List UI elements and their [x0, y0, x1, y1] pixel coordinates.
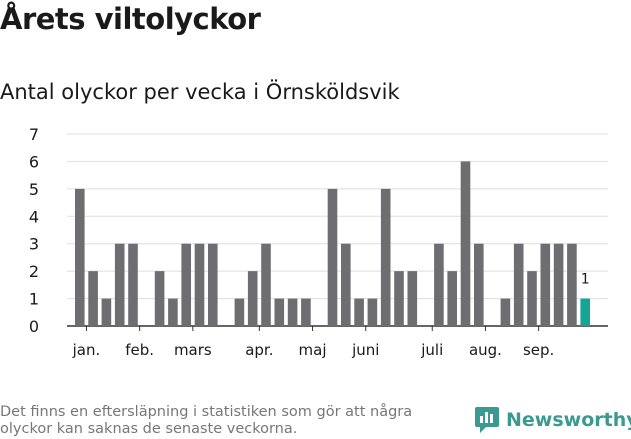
y-tick-label: 0: [29, 317, 39, 336]
x-tick-label: jan.: [72, 341, 101, 359]
y-tick-label: 5: [29, 180, 39, 199]
bar: [460, 161, 471, 326]
newsworthy-logo-icon: [475, 407, 499, 433]
bar: [208, 243, 218, 326]
bar: [181, 243, 191, 326]
bar: [168, 298, 178, 326]
x-tick-label: maj: [299, 341, 327, 359]
bar: [274, 298, 285, 326]
bar-latest: [580, 298, 590, 326]
footnote: Det finns en eftersläpning i statistiken…: [0, 404, 413, 437]
bar: [407, 271, 418, 326]
x-tick-label: sep.: [523, 341, 554, 359]
bar: [287, 298, 298, 326]
grid-lines: [67, 133, 608, 327]
bar: [154, 271, 165, 326]
y-tick-label: 7: [29, 125, 39, 144]
bar: [474, 243, 484, 326]
y-tick-label: 6: [29, 152, 39, 171]
x-tick-label: aug.: [469, 341, 502, 359]
bar-chart: 0 1 2 3 4 5 6 7 jan. feb. mars apr. maj juni juli aug.…: [29, 125, 608, 359]
bar: [447, 271, 457, 326]
bar: [247, 271, 258, 326]
bar: [88, 271, 98, 326]
bar: [327, 188, 338, 326]
x-tick-label: feb.: [125, 341, 154, 359]
chart-subtitle: Antal olyckor per vecka i Örnsköldsvik: [0, 80, 400, 104]
bar: [261, 243, 271, 326]
bar: [367, 298, 378, 326]
annotations: 1: [581, 272, 590, 288]
chart-title: Årets viltolyckor: [0, 2, 261, 36]
brand-name: Newsworthy: [506, 409, 631, 431]
y-tick-label: 4: [29, 207, 39, 226]
bar: [500, 298, 511, 326]
bar: [75, 188, 85, 326]
bars: [75, 161, 590, 326]
bar: [301, 298, 311, 326]
x-axis-labels: jan. feb. mars apr. maj juni juli aug. sep.: [72, 326, 554, 359]
y-tick-label: 3: [29, 235, 39, 254]
y-tick-label: 1: [29, 290, 39, 309]
latest-value-label: 1: [581, 272, 590, 288]
bar: [101, 298, 112, 326]
bar: [527, 271, 537, 326]
bar: [194, 243, 205, 326]
bar: [128, 243, 138, 326]
x-tick-label: apr.: [245, 341, 273, 359]
y-tick-label: 2: [29, 262, 39, 281]
y-axis-labels: 0 1 2 3 4 5 6 7: [29, 125, 39, 336]
bar: [394, 271, 404, 326]
brand[interactable]: Newsworthy: [474, 406, 631, 434]
bar: [234, 298, 245, 326]
bar: [567, 243, 577, 326]
bar: [114, 243, 125, 326]
x-tick-label: mars: [174, 341, 212, 359]
bar: [434, 243, 444, 326]
bar: [354, 298, 364, 326]
bar: [540, 243, 551, 326]
bar: [341, 243, 351, 326]
x-tick-label: juli: [420, 341, 443, 359]
bar: [380, 188, 391, 326]
x-tick-label: juni: [351, 341, 379, 359]
bar: [553, 243, 564, 326]
bar: [513, 243, 524, 326]
